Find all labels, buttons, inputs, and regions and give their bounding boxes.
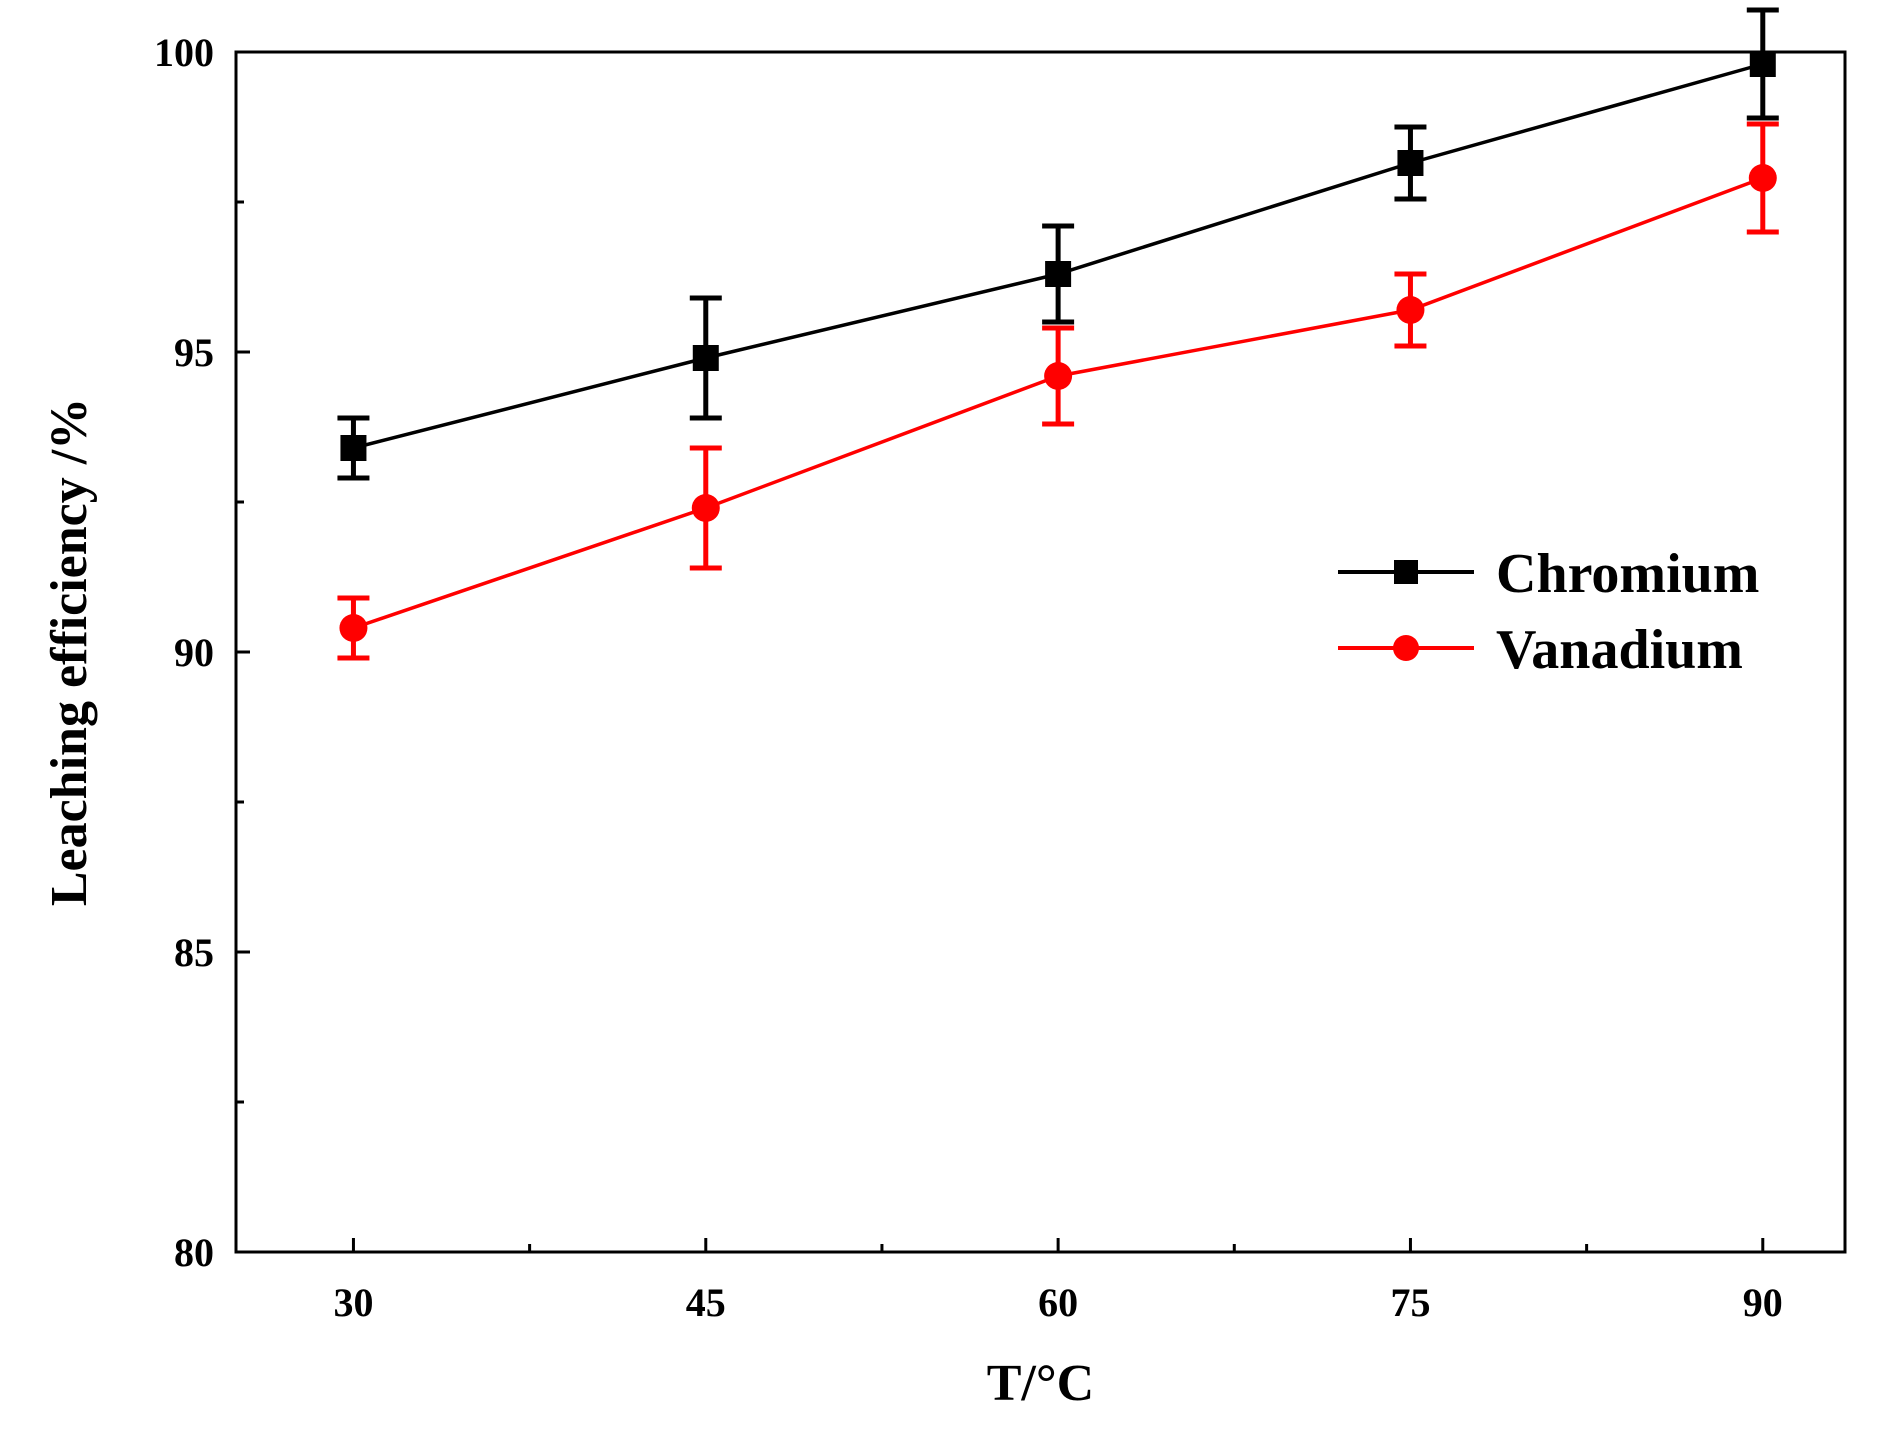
x-tick-label: 90 xyxy=(1743,1280,1783,1325)
y-tick-label: 95 xyxy=(174,330,214,375)
legend-item-chromium: Chromium xyxy=(1338,543,1759,605)
data-point xyxy=(691,494,720,522)
data-point xyxy=(1749,51,1776,77)
y-tick-label: 100 xyxy=(154,30,214,75)
legend-marker xyxy=(1394,560,1418,584)
x-tick-label: 60 xyxy=(1038,1280,1078,1325)
x-tick-label: 30 xyxy=(333,1280,373,1325)
data-point xyxy=(340,435,367,461)
series-vanadium xyxy=(337,121,1779,661)
x-tick-label: 45 xyxy=(686,1280,726,1325)
x-tick-label: 75 xyxy=(1390,1280,1430,1325)
x-axis-label: T/°C xyxy=(987,1355,1094,1412)
y-tick-label: 80 xyxy=(174,1230,214,1275)
series-chromium xyxy=(337,7,1779,481)
legend-label: Chromium xyxy=(1496,543,1759,605)
legend-item-vanadium: Vanadium xyxy=(1338,619,1743,681)
data-point xyxy=(1396,296,1425,324)
data-point xyxy=(1044,362,1073,390)
data-point xyxy=(1397,150,1424,176)
y-axis-label: Leaching efficiency /% xyxy=(41,398,98,906)
legend-label: Vanadium xyxy=(1496,619,1743,681)
legend-marker xyxy=(1393,635,1419,661)
data-point xyxy=(1748,164,1777,192)
data-point xyxy=(339,614,368,642)
data-point xyxy=(692,345,719,371)
y-tick-label: 85 xyxy=(174,930,214,975)
data-point xyxy=(1045,261,1072,287)
y-tick-label: 90 xyxy=(174,630,214,675)
